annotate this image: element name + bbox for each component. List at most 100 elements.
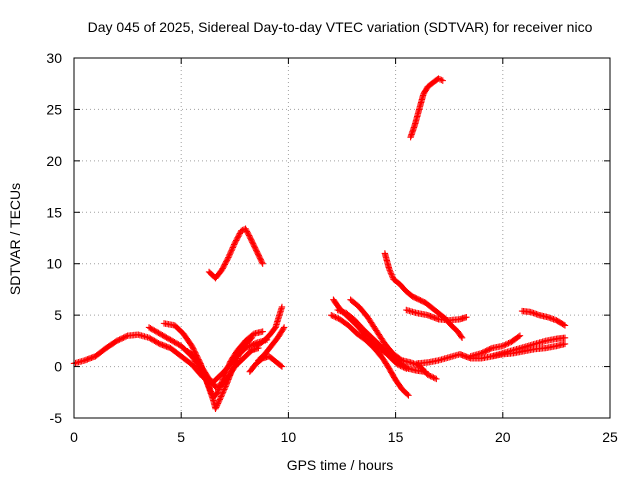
- data-point-marker: [245, 231, 252, 238]
- data-point-marker: [425, 372, 433, 379]
- data-point-marker: [221, 386, 228, 393]
- data-point-marker: [235, 233, 242, 240]
- data-point-marker: [487, 345, 494, 352]
- data-point-marker: [561, 334, 569, 341]
- data-point-marker: [225, 252, 233, 260]
- data-point-marker: [225, 254, 232, 261]
- series-arc-mid-hump: [205, 225, 266, 282]
- x-tick-label: 5: [177, 429, 185, 445]
- data-point-marker: [424, 371, 431, 378]
- series-arc-mid-d: [334, 306, 410, 372]
- y-tick-label: 30: [46, 50, 62, 66]
- chart-title: Day 045 of 2025, Sidereal Day-to-day VTE…: [88, 19, 593, 35]
- data-point-marker: [431, 375, 439, 382]
- series-arc-mid-c: [347, 296, 440, 383]
- y-tick-label: 25: [46, 101, 62, 117]
- data-point-marker: [427, 372, 434, 380]
- plot-frame: [73, 57, 611, 419]
- data-point-marker: [387, 268, 394, 275]
- data-point-marker: [218, 391, 225, 399]
- data-point-marker: [234, 353, 242, 361]
- data-point-marker: [235, 231, 243, 239]
- data-point-marker: [247, 335, 255, 342]
- data-point-marker: [333, 314, 341, 322]
- data-point-marker: [220, 387, 227, 395]
- data-point-marker: [245, 232, 253, 239]
- data-point-marker: [328, 311, 335, 319]
- data-point-marker: [221, 384, 229, 392]
- data-point-marker: [329, 312, 336, 320]
- data-point-marker: [259, 260, 266, 267]
- data-point-marker: [433, 375, 440, 383]
- data-point-marker: [244, 229, 251, 237]
- data-point-marker: [515, 333, 522, 340]
- data-point-marker: [191, 348, 198, 355]
- data-point-marker: [222, 259, 229, 267]
- data-point-marker: [231, 239, 238, 247]
- x-tick-label: 20: [495, 429, 511, 445]
- y-tick-label: 15: [46, 204, 62, 220]
- series-arc-late-low-b: [467, 332, 524, 360]
- data-point-marker: [188, 342, 196, 350]
- x-tick-label: 0: [70, 429, 78, 445]
- data-point-marker: [401, 364, 409, 372]
- data-point-marker: [236, 230, 244, 237]
- data-point-marker: [439, 77, 446, 84]
- data-point-marker: [190, 345, 197, 352]
- data-point-marker: [189, 344, 196, 351]
- data-point-marker: [404, 391, 411, 398]
- data-point-marker: [278, 303, 286, 311]
- data-point-marker: [233, 235, 241, 243]
- data-point-marker: [561, 340, 569, 348]
- data-point-marker: [233, 355, 241, 362]
- data-point-marker: [277, 362, 285, 369]
- data-point-marker: [330, 313, 338, 320]
- data-point-marker: [243, 226, 250, 234]
- series-arc-rise-a: [253, 303, 286, 350]
- data-point-marker: [221, 261, 228, 268]
- data-point-marker: [243, 228, 251, 235]
- data-point-marker: [505, 340, 512, 347]
- data-point-marker: [428, 373, 436, 381]
- data-point-marker: [227, 248, 235, 255]
- y-tick-label: -5: [50, 410, 63, 426]
- y-tick-label: 20: [46, 153, 62, 169]
- series-arc-low-3: [184, 344, 262, 391]
- data-point-marker: [435, 75, 442, 82]
- data-point-marker: [502, 341, 509, 348]
- data-point-marker: [220, 263, 227, 271]
- data-point-marker: [403, 365, 410, 372]
- data-point-marker: [242, 225, 249, 232]
- data-point-marker: [216, 396, 223, 403]
- series-arc-rise-b: [255, 324, 288, 364]
- data-point-marker: [230, 241, 238, 248]
- data-point-marker: [248, 334, 256, 341]
- series-arc-tail-a: [246, 353, 286, 375]
- data-point-marker: [385, 265, 393, 273]
- data-point-marker: [217, 393, 225, 400]
- data-point-marker: [398, 363, 406, 370]
- data-point-marker: [516, 332, 524, 339]
- data-point-marker: [219, 390, 226, 397]
- data-point-marker: [217, 394, 224, 402]
- data-point-marker: [458, 333, 465, 340]
- data-point-marker: [259, 328, 266, 335]
- series-arc-falling-2: [403, 306, 470, 324]
- y-axis-label: SDTVAR / TECUs: [7, 183, 23, 295]
- data-point-marker: [235, 352, 242, 359]
- data-point-marker: [503, 340, 511, 348]
- data-point-marker: [220, 262, 228, 269]
- data-point-marker: [230, 242, 237, 250]
- data-point-marker: [218, 266, 226, 274]
- data-markers: [70, 75, 569, 412]
- data-point-marker: [232, 238, 239, 245]
- x-axis-label: GPS time / hours: [287, 457, 394, 473]
- series-arc-mid-b: [328, 311, 412, 399]
- x-tick-label: 10: [281, 429, 297, 445]
- data-point-marker: [258, 259, 266, 266]
- data-point-marker: [389, 273, 396, 280]
- data-point-marker: [223, 258, 230, 265]
- data-point-marker: [430, 374, 437, 381]
- data-point-marker: [229, 244, 237, 251]
